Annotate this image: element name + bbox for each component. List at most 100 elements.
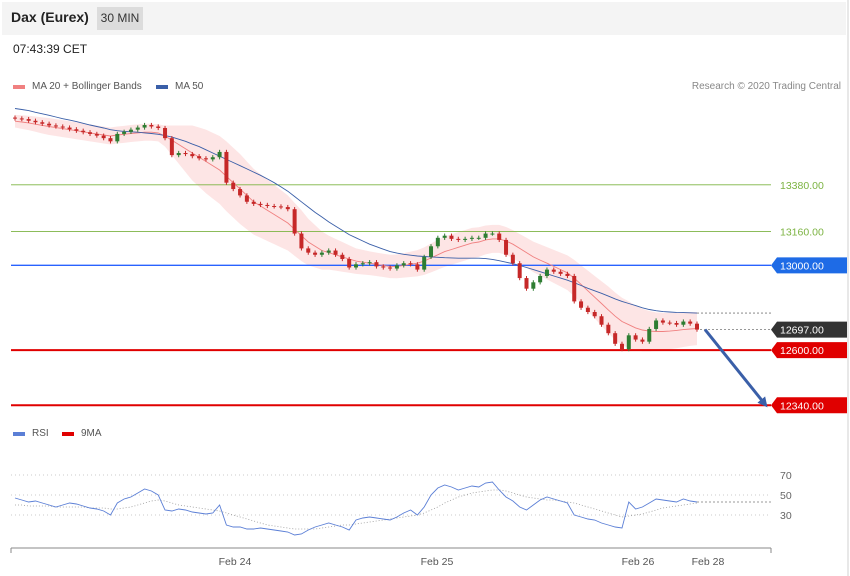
candle-body — [217, 151, 222, 158]
candle-body — [244, 195, 249, 202]
x-tick-label: Feb 28 — [692, 556, 725, 568]
candle-body — [88, 132, 93, 134]
candle-body — [640, 339, 645, 342]
rsi-tick-label: 70 — [780, 470, 792, 482]
rsi-ma-line — [15, 489, 698, 530]
legend-rsi-label: RSI — [32, 428, 49, 439]
moving-average-layer — [14, 108, 771, 332]
candle-body — [435, 237, 440, 247]
candle-body — [326, 250, 331, 253]
level-label: 13380.00 — [780, 180, 824, 192]
ma50-line — [14, 108, 698, 314]
legend-ma20: MA 20 + Bollinger Bands — [13, 81, 142, 92]
candle-body — [483, 233, 488, 238]
candle-body — [565, 273, 570, 276]
candle-body — [647, 328, 652, 342]
candle-body — [347, 259, 352, 268]
candle-body — [26, 119, 31, 121]
candle-body — [313, 252, 318, 255]
candle-body — [476, 237, 481, 239]
candle-body — [135, 127, 140, 130]
candle-body — [33, 120, 38, 123]
candle-body — [558, 271, 563, 274]
candle-body — [381, 266, 386, 268]
candle-body — [340, 254, 345, 259]
candle-body — [142, 125, 147, 128]
candle-body — [490, 233, 495, 235]
candle-body — [667, 322, 672, 324]
level-label-box — [771, 342, 847, 359]
legend-ma20-label: MA 20 + Bollinger Bands — [32, 81, 142, 92]
legend-ma50: MA 50 — [156, 81, 203, 92]
candle-body — [183, 153, 188, 155]
candle-body — [94, 133, 99, 136]
candle-body — [285, 207, 290, 210]
candle-body — [660, 320, 665, 323]
candle-body — [544, 269, 549, 276]
level-label: 12340.00 — [780, 400, 824, 412]
candle-body — [354, 264, 358, 268]
candle-body — [572, 275, 577, 302]
candle-body — [531, 282, 536, 289]
candle-body — [579, 301, 584, 308]
candle-body — [319, 252, 324, 255]
candle-body — [394, 265, 399, 269]
level-label: 12697.00 — [780, 325, 824, 337]
candle-body — [272, 206, 277, 207]
candle-body — [115, 133, 120, 142]
candle-body — [592, 312, 597, 317]
candle-body — [13, 117, 17, 119]
candle-body — [681, 321, 686, 325]
candle-body — [674, 323, 679, 325]
candle-body — [299, 233, 304, 249]
candle-body — [469, 237, 474, 239]
candle-body — [524, 278, 529, 289]
timeframe-badge[interactable]: 30 MIN — [97, 7, 143, 30]
candle-body — [497, 233, 502, 240]
candle-body — [551, 269, 556, 272]
level-label-box — [771, 257, 847, 274]
rsi-line — [14, 481, 698, 536]
candle-body — [688, 321, 693, 324]
candle-body — [306, 248, 311, 253]
candle-body — [176, 153, 181, 156]
candle-body — [224, 151, 229, 183]
credit-text: Research © 2020 Trading Central — [691, 81, 841, 92]
candle-body — [128, 129, 133, 132]
candle-body — [415, 264, 420, 270]
rsi-tick-label: 50 — [780, 490, 792, 502]
level-label: 13160.00 — [780, 226, 824, 238]
x-tick-label: Feb 24 — [219, 556, 252, 568]
candle-body — [429, 246, 434, 257]
candle-body — [333, 250, 338, 255]
candle-body — [654, 320, 659, 329]
rsi-layer: 70 50 30 — [11, 470, 792, 536]
ma50-swatch — [156, 84, 168, 89]
candle-body — [599, 316, 604, 325]
candles-layer — [13, 115, 699, 352]
rsi-swatch — [13, 431, 25, 436]
x-axis-layer: Feb 24 Feb 25 Feb 26 Feb 28 — [10, 0, 849, 576]
candle-body — [456, 238, 461, 240]
candle-body — [163, 127, 168, 139]
level-label-box — [771, 397, 847, 414]
x-tick-label: Feb 25 — [421, 556, 454, 568]
candle-body — [40, 122, 45, 124]
candle-body — [292, 209, 297, 234]
candle-body — [504, 239, 509, 255]
legend-rsi-ma: 9MA — [62, 428, 102, 439]
candle-body — [122, 131, 127, 134]
legend-rsi-ma-label: 9MA — [81, 428, 102, 439]
candle-body — [67, 127, 72, 130]
bollinger-band-layer — [15, 114, 697, 352]
candle-body — [238, 189, 243, 196]
candle-body — [156, 126, 161, 128]
candle-body — [251, 201, 256, 204]
candle-body — [278, 206, 283, 208]
candle-body — [449, 235, 454, 239]
level-labels-layer: 13380.00 13160.00 13000.00 12697.00 12600.00… — [771, 180, 847, 414]
candle-body — [401, 263, 406, 266]
candle-body — [203, 158, 208, 160]
instrument-title: Dax (Eurex) — [11, 9, 89, 25]
